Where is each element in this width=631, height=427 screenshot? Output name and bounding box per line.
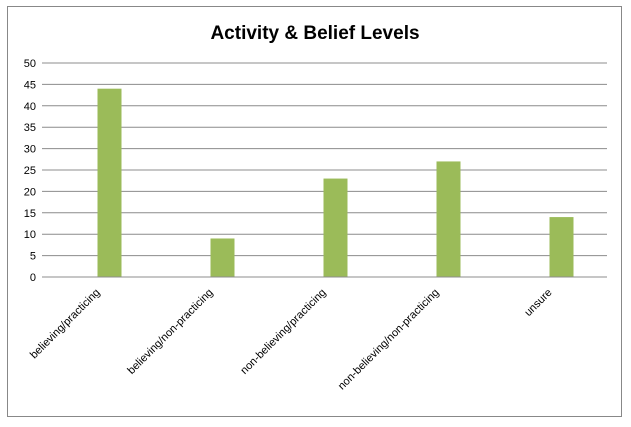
bar-0 xyxy=(97,88,122,278)
y-tick-label: 10 xyxy=(24,229,36,241)
x-tick-label: believing/practicing xyxy=(28,287,103,362)
bar-4 xyxy=(549,217,574,277)
bar-2 xyxy=(323,178,348,277)
y-tick-label: 35 xyxy=(24,122,36,134)
gridlines xyxy=(42,62,607,257)
y-tick-label: 30 xyxy=(24,144,36,156)
chart-title: Activity & Belief Levels xyxy=(210,23,419,44)
y-tick-label: 25 xyxy=(24,165,36,177)
y-tick-label: 0 xyxy=(30,272,36,284)
bar-3 xyxy=(436,161,461,277)
bar-1 xyxy=(210,238,235,277)
y-tick-label: 15 xyxy=(24,208,36,220)
x-axis-ticks: believing/practicing believing/non-practi… xyxy=(28,287,555,393)
x-tick-label: non-believing/practicing xyxy=(238,287,328,377)
y-tick-label: 5 xyxy=(30,251,36,263)
y-tick-label: 45 xyxy=(24,79,36,91)
y-axis-ticks: 0 5 10 15 20 25 30 35 40 45 50 xyxy=(24,58,36,284)
bars xyxy=(97,88,574,278)
y-tick-label: 40 xyxy=(24,101,36,113)
x-tick-label: non-believing/non-practicing xyxy=(336,287,442,393)
x-tick-label: believing/non-practicing xyxy=(125,287,215,377)
y-tick-label: 50 xyxy=(24,58,36,70)
x-tick-label: unsure xyxy=(522,287,554,319)
y-tick-label: 20 xyxy=(24,186,36,198)
